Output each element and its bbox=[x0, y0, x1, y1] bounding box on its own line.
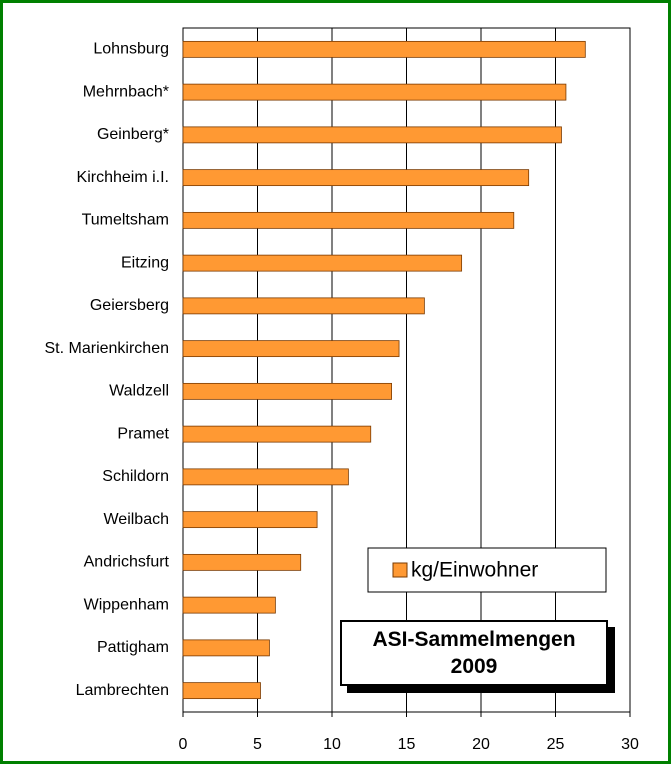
bar bbox=[182, 682, 261, 700]
x-tick-label: 10 bbox=[323, 736, 341, 753]
y-tick-label: Eitzing bbox=[121, 254, 169, 271]
bar bbox=[182, 639, 270, 657]
bar bbox=[182, 211, 515, 229]
x-tick-label: 20 bbox=[472, 736, 490, 753]
y-tick-label: Lohnsburg bbox=[93, 41, 169, 58]
y-tick-label: Geinberg* bbox=[97, 126, 169, 143]
y-tick-label: Weilbach bbox=[103, 511, 169, 528]
bar bbox=[182, 553, 302, 571]
chart-title: ASI-Sammelmengen 2009 bbox=[340, 620, 608, 686]
y-tick-label: Waldzell bbox=[109, 383, 169, 400]
bar bbox=[182, 169, 530, 187]
y-tick-label: Andrichsfurt bbox=[84, 554, 170, 571]
y-tick-label: Pramet bbox=[117, 425, 169, 442]
y-tick-label: Lambrechten bbox=[76, 682, 169, 699]
bar bbox=[182, 340, 400, 358]
x-tick-label: 30 bbox=[621, 736, 639, 753]
legend-swatch bbox=[392, 562, 408, 578]
y-tick-label: Tumeltsham bbox=[82, 212, 169, 229]
y-tick-label: Kirchheim i.I. bbox=[77, 169, 169, 186]
legend-label: kg/Einwohner bbox=[411, 559, 538, 582]
y-tick-label: Pattigham bbox=[97, 639, 169, 656]
bar bbox=[182, 254, 463, 272]
bar bbox=[182, 511, 318, 529]
bar bbox=[182, 382, 393, 400]
x-tick-label: 0 bbox=[179, 736, 188, 753]
x-tick-label: 5 bbox=[253, 736, 262, 753]
bar bbox=[182, 126, 562, 144]
y-tick-label: Wippenham bbox=[84, 596, 169, 613]
legend-box bbox=[367, 547, 607, 593]
y-tick-label: Mehrnbach* bbox=[83, 83, 169, 100]
y-tick-label: St. Marienkirchen bbox=[45, 340, 170, 357]
bar bbox=[182, 297, 425, 315]
bar bbox=[182, 40, 586, 58]
x-tick-label: 15 bbox=[398, 736, 416, 753]
x-tick-label: 25 bbox=[547, 736, 565, 753]
bar bbox=[182, 83, 567, 101]
y-tick-label: Geiersberg bbox=[90, 297, 169, 314]
y-tick-label: Schildorn bbox=[102, 468, 169, 485]
bar bbox=[182, 425, 372, 443]
bar bbox=[182, 596, 276, 614]
bar bbox=[182, 468, 349, 486]
